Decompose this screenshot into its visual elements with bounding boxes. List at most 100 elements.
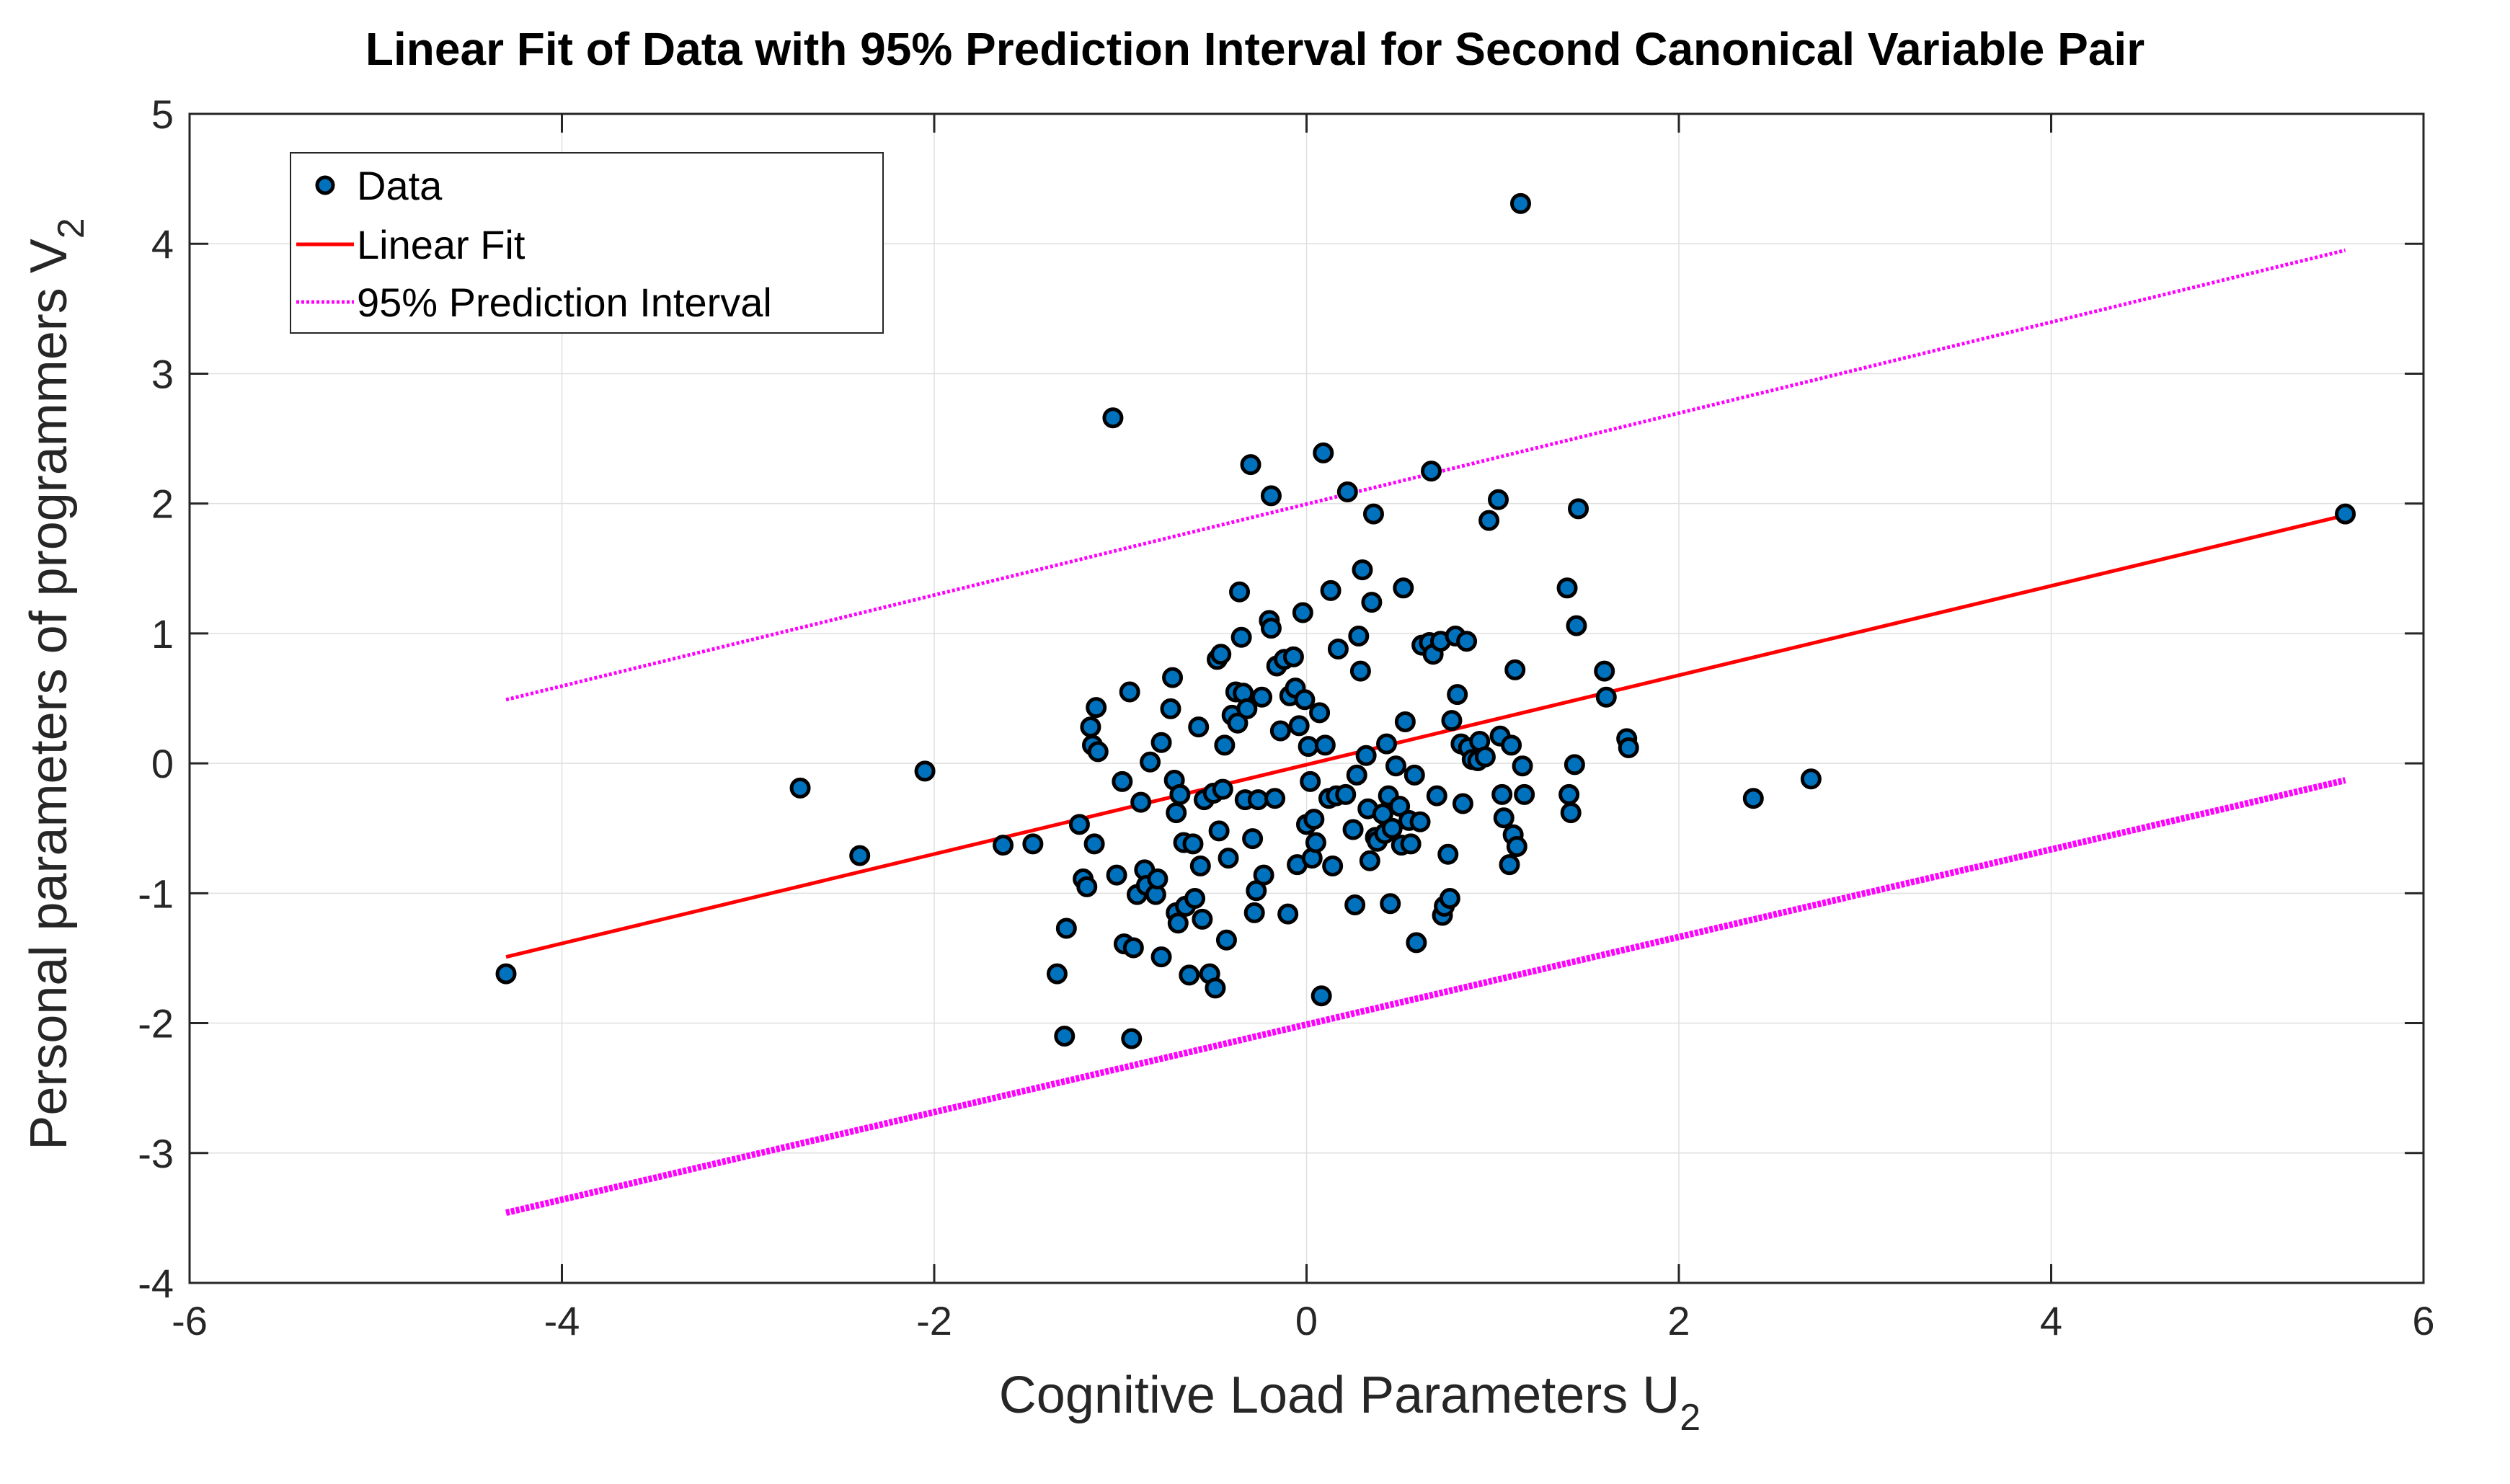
data-point (1352, 559, 1373, 581)
data-point (1566, 615, 1587, 636)
data-point (1294, 689, 1316, 711)
data-point (1361, 592, 1383, 613)
y-tick-label: 3 (151, 351, 174, 396)
x-tick-label: 0 (1295, 1298, 1318, 1343)
data-point (1349, 660, 1371, 682)
data-point (1501, 734, 1522, 756)
data-point (1336, 481, 1358, 502)
data-point (1087, 741, 1109, 763)
data-point (1150, 732, 1172, 753)
data-point (1140, 751, 1161, 773)
data-points (495, 192, 2356, 1049)
data-point (1236, 698, 1258, 719)
data-point (1327, 639, 1349, 660)
data-point (1243, 902, 1265, 923)
data-point (1150, 946, 1172, 968)
data-point (1119, 681, 1140, 703)
data-point (1205, 977, 1226, 999)
data-point (1800, 768, 1822, 790)
data-point (1288, 715, 1310, 737)
y-tick-label: 0 (151, 741, 174, 786)
data-point (1381, 817, 1403, 839)
data-point (1474, 746, 1496, 768)
data-point (1130, 791, 1152, 813)
data-point (1269, 720, 1291, 742)
data-point (1229, 581, 1251, 603)
data-point (1303, 809, 1325, 830)
data-point (1086, 697, 1107, 719)
data-point (1046, 963, 1068, 985)
y-tick-label: -4 (138, 1261, 174, 1306)
data-point (1227, 712, 1249, 734)
data-point (1504, 659, 1526, 680)
x-tick-label: -2 (916, 1298, 952, 1343)
data-point (1055, 917, 1077, 939)
data-point (1426, 785, 1447, 807)
data-point (1389, 796, 1411, 817)
data-point (1167, 912, 1189, 934)
data-point (1210, 644, 1232, 665)
data-point (1068, 814, 1090, 835)
data-point (1400, 833, 1422, 855)
data-point (789, 777, 811, 799)
data-point (1372, 803, 1393, 825)
data-point (1253, 864, 1274, 886)
prediction-interval-upper (505, 248, 2346, 702)
data-point (1189, 855, 1211, 876)
data-point (1282, 646, 1304, 667)
data-point (1160, 698, 1181, 719)
data-point (1355, 745, 1377, 766)
data-point (1102, 407, 1124, 429)
data-point (1344, 894, 1366, 916)
y-tick-label: -2 (138, 1001, 174, 1047)
data-point (1478, 510, 1500, 531)
data-point (1208, 820, 1230, 842)
data-point (1493, 807, 1515, 829)
data-point (1439, 888, 1460, 910)
y-tick-label: 4 (151, 221, 174, 267)
data-point (1393, 577, 1414, 599)
data-point (1380, 893, 1401, 915)
data-point (1022, 833, 1044, 855)
x-tick-label: -6 (172, 1298, 208, 1343)
data-point (1618, 737, 1639, 758)
data-point (1452, 793, 1473, 814)
data-point (1560, 802, 1582, 824)
y-tick-label: 5 (151, 92, 174, 137)
data-point (1346, 764, 1367, 786)
data-point (1182, 833, 1204, 855)
data-point (1359, 850, 1380, 871)
data-point (1314, 734, 1336, 756)
data-point (1080, 716, 1101, 738)
data-point (1320, 579, 1342, 601)
y-tick-label: 1 (151, 611, 174, 657)
data-point (1499, 854, 1520, 876)
chart-title: Linear Fit of Data with 95% Prediction I… (365, 23, 2145, 75)
data-point (1076, 876, 1098, 897)
axes-frame (188, 112, 2425, 1284)
x-tick-label: 6 (2412, 1298, 2434, 1343)
data-point (1506, 835, 1527, 857)
data-point (1335, 783, 1357, 805)
data-point (1742, 788, 1764, 809)
data-point (1348, 625, 1370, 647)
data-point (1054, 1026, 1076, 1047)
data-point (1083, 833, 1105, 855)
data-point (1277, 903, 1299, 925)
data-point (1322, 855, 1344, 876)
data-point (1218, 848, 1239, 869)
data-point (1441, 710, 1463, 732)
axes-box (188, 112, 2425, 1284)
legend[interactable]: Data Linear Fit 95% Prediction Interval (290, 152, 884, 334)
data-point (1179, 964, 1200, 986)
data-point (1188, 716, 1210, 738)
data-point (1251, 686, 1273, 708)
data-point (1106, 864, 1127, 886)
data-point (1305, 832, 1326, 853)
data-point (1300, 770, 1321, 792)
data-point (1212, 778, 1233, 800)
data-point (1595, 686, 1617, 708)
data-point (1162, 667, 1184, 688)
